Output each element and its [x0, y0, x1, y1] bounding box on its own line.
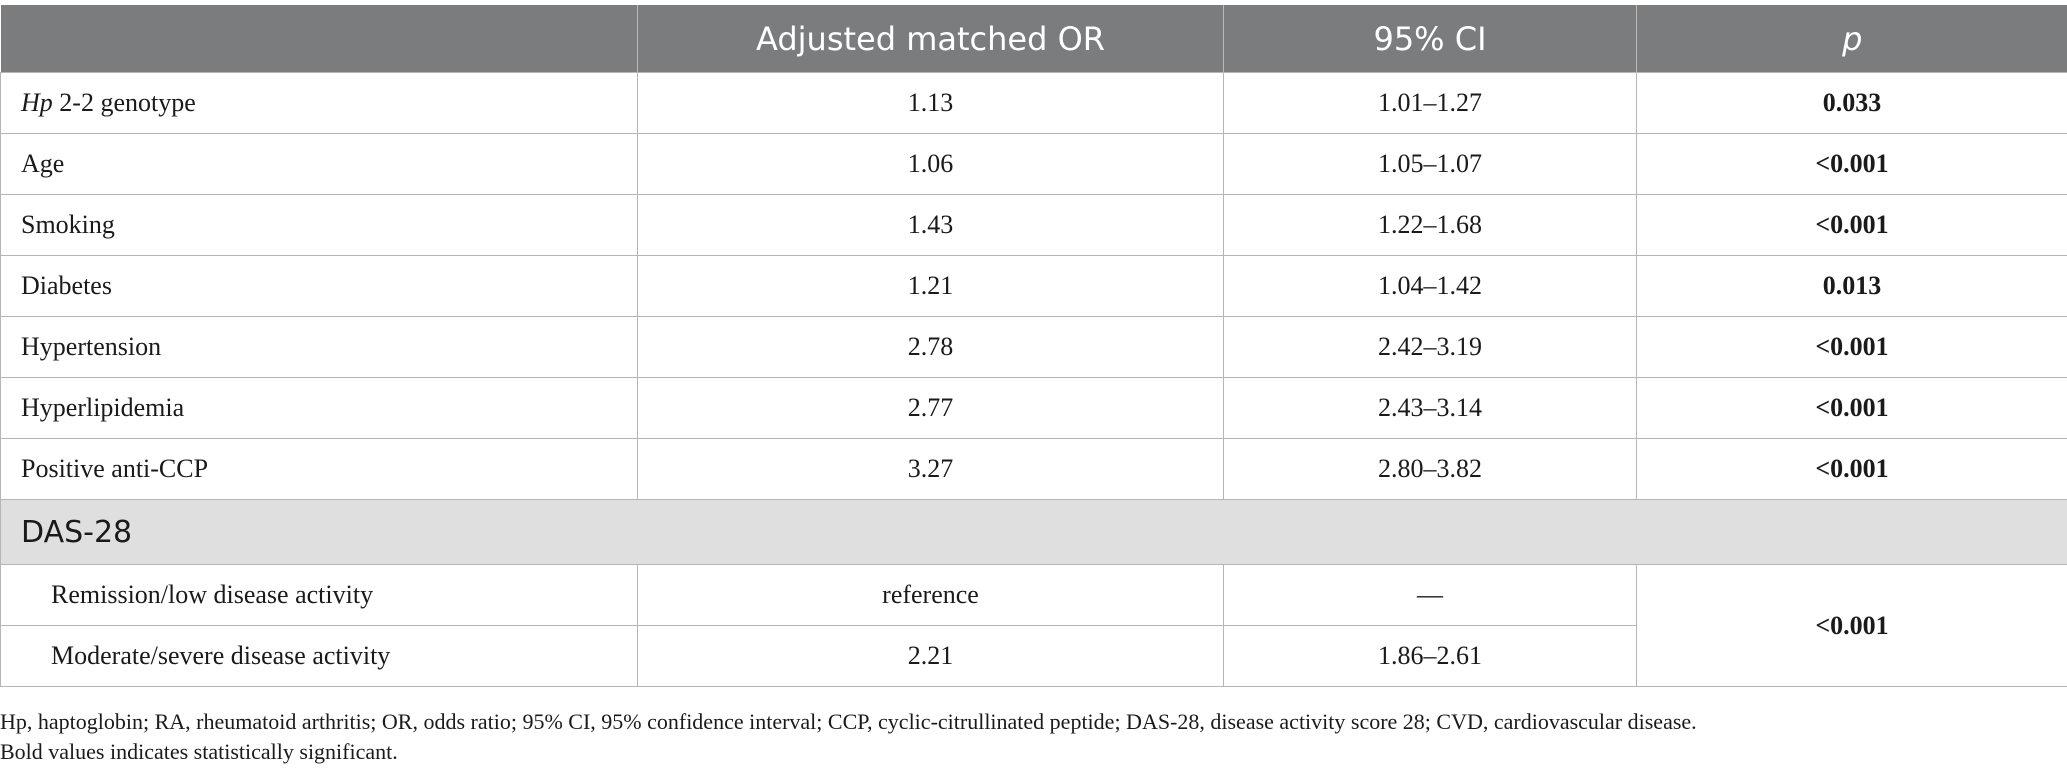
row-or: 2.78 [637, 316, 1224, 378]
row-ci: — [1223, 564, 1637, 626]
footnote-abbreviations: Hp, haptoglobin; RA, rheumatoid arthriti… [0, 709, 1697, 734]
row-or: 1.21 [637, 255, 1224, 317]
row-p: <0.001 [1636, 438, 2067, 500]
row-ci: 2.80–3.82 [1223, 438, 1637, 500]
table-row: Remission/low disease activity reference… [0, 564, 2067, 687]
row-variable: Age [0, 133, 638, 195]
table-row: Diabetes 1.21 1.04–1.42 0.013 [0, 255, 2067, 317]
row-p: <0.001 [1636, 194, 2067, 256]
row-or: 2.21 [637, 625, 1224, 687]
footnote-significance: Bold values indicates statistically sign… [0, 739, 398, 764]
table-row: Hp 2-2 genotype 1.13 1.01–1.27 0.033 [0, 72, 2067, 134]
row-ci: 2.42–3.19 [1223, 316, 1637, 378]
row-ci: 1.05–1.07 [1223, 133, 1637, 195]
table-row: Hypertension 2.78 2.42–3.19 <0.001 [0, 316, 2067, 378]
row-p: <0.001 [1636, 377, 2067, 439]
header-row: Adjusted matched OR 95% CI p [0, 5, 2067, 73]
row-variable: Smoking [0, 194, 638, 256]
row-p: 0.033 [1636, 72, 2067, 134]
table-row: Smoking 1.43 1.22–1.68 <0.001 [0, 194, 2067, 256]
section-header-row: DAS-28 [0, 499, 2067, 565]
row-ci: 2.43–3.14 [1223, 377, 1637, 439]
row-ci: 1.86–2.61 [1223, 625, 1637, 687]
table-row: Positive anti-CCP 3.27 2.80–3.82 <0.001 [0, 438, 2067, 500]
row-or: 1.43 [637, 194, 1224, 256]
row-p: <0.001 [1636, 316, 2067, 378]
row-variable: Hp 2-2 genotype [0, 72, 638, 134]
row-variable: Diabetes [0, 255, 638, 317]
row-variable: Remission/low disease activity [0, 564, 638, 626]
row-or: 1.13 [637, 72, 1224, 134]
row-variable: Positive anti-CCP [0, 438, 638, 500]
table-row: Age 1.06 1.05–1.07 <0.001 [0, 133, 2067, 195]
section-label: DAS-28 [0, 499, 2067, 565]
row-or: 3.27 [637, 438, 1224, 500]
row-ci: 1.04–1.42 [1223, 255, 1637, 317]
row-ci: 1.22–1.68 [1223, 194, 1637, 256]
row-p: <0.001 [1636, 133, 2067, 195]
section-p: <0.001 [1636, 564, 2067, 687]
row-or: 1.06 [637, 133, 1224, 195]
row-p: 0.013 [1636, 255, 2067, 317]
row-ci: 1.01–1.27 [1223, 72, 1637, 134]
row-variable: Hypertension [0, 316, 638, 378]
header-p: p [1636, 5, 2067, 73]
header-variable [0, 5, 638, 73]
table-row: Hyperlipidemia 2.77 2.43–3.14 <0.001 [0, 377, 2067, 439]
row-or: reference [637, 564, 1224, 626]
table-row: Moderate/severe disease activity 2.21 1.… [0, 625, 2067, 687]
gene-symbol: Hp [21, 88, 53, 117]
row-or: 2.77 [637, 377, 1224, 439]
row-variable: Hyperlipidemia [0, 377, 638, 439]
header-ci: 95% CI [1223, 5, 1637, 73]
odds-ratio-table: Adjusted matched OR 95% CI p Hp 2-2 geno… [0, 5, 2067, 687]
header-or: Adjusted matched OR [637, 5, 1224, 73]
variable-rest: 2-2 genotype [52, 88, 196, 117]
table-footnote: Hp, haptoglobin; RA, rheumatoid arthriti… [0, 707, 2067, 767]
row-variable: Moderate/severe disease activity [0, 625, 638, 687]
